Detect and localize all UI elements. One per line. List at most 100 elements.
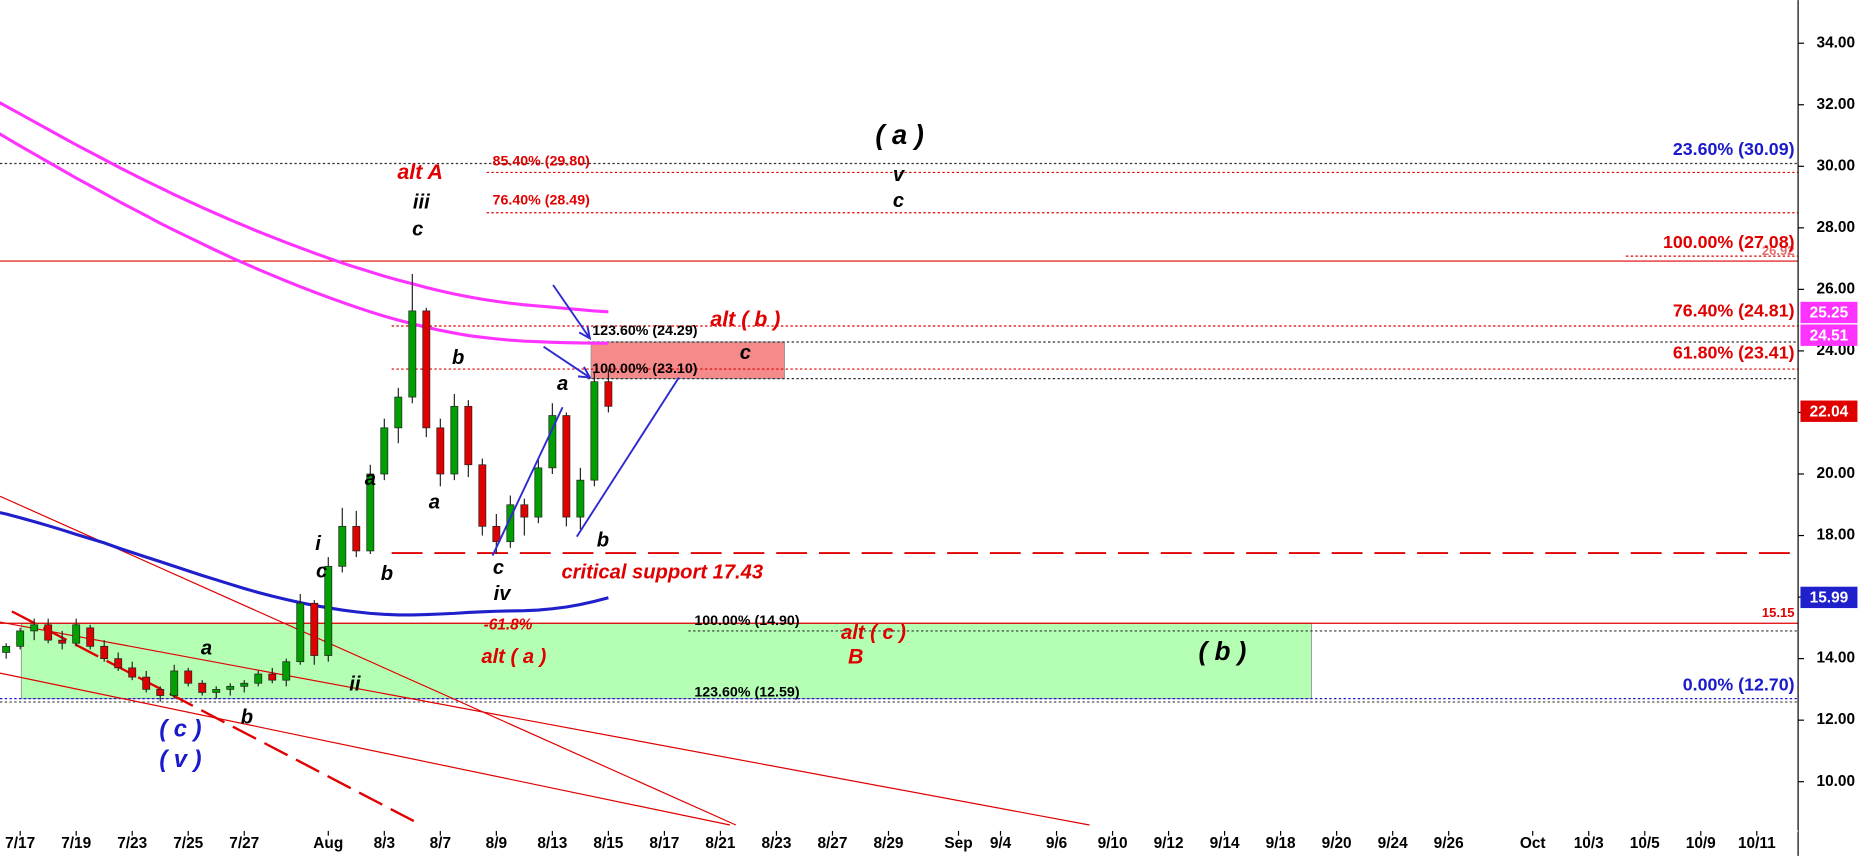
- y-tick-label: 10.00: [1817, 773, 1856, 790]
- x-tick-label: 10/5: [1630, 835, 1660, 852]
- x-tick-label: 7/27: [229, 835, 259, 852]
- arrow: [552, 284, 591, 339]
- y-tick-label: 32.00: [1817, 96, 1856, 113]
- x-tick-label: 10/11: [1738, 835, 1776, 852]
- wave-label: c: [893, 190, 904, 212]
- x-tick-label: 8/23: [761, 835, 791, 852]
- candle-body: [226, 685, 235, 690]
- candle-body: [58, 639, 67, 644]
- y-tick-label: 14.00: [1817, 650, 1856, 667]
- level-label: 76.40% (24.81): [1673, 300, 1795, 320]
- candle-body: [478, 464, 487, 527]
- candle-body: [282, 661, 291, 681]
- arrow-head: [578, 326, 592, 341]
- price-tag: [1800, 400, 1858, 422]
- wave-label: a: [365, 468, 376, 490]
- arrow: [543, 345, 591, 379]
- wave-label: a: [557, 373, 568, 395]
- wave-label: ii: [349, 673, 361, 695]
- candle-body: [198, 682, 207, 693]
- x-tick-label: 9/20: [1322, 835, 1352, 852]
- wave-label: ( c ): [159, 716, 201, 742]
- price-tag-label: 24.51: [1810, 327, 1849, 344]
- candle-body: [464, 405, 473, 466]
- wave-arrows: [491, 284, 680, 556]
- wave-line: [576, 377, 680, 538]
- candle-body: [338, 525, 347, 567]
- wave-label: c: [493, 557, 504, 579]
- price-tag: [1800, 301, 1858, 324]
- y-tick-label: 24.00: [1817, 342, 1856, 359]
- wave-label: ( b ): [1199, 636, 1247, 666]
- candle-body: [44, 624, 53, 641]
- x-tick-label: 7/23: [117, 835, 147, 852]
- level-label: 100.00% (14.90): [694, 613, 800, 629]
- zone: [590, 341, 785, 380]
- candle-body: [576, 479, 585, 518]
- wave-label: alt ( b ): [710, 307, 780, 331]
- trendline: [0, 672, 731, 826]
- price-tag-label: 15.99: [1810, 590, 1849, 607]
- wave-label: ( a ): [875, 119, 924, 150]
- x-tick-label: 8/27: [817, 835, 847, 852]
- trendline-dashed: [11, 610, 422, 827]
- price-tag: [1800, 324, 1858, 346]
- candle-body: [380, 427, 389, 475]
- x-tick-label: 9/14: [1210, 835, 1240, 852]
- trendlines: [0, 495, 1090, 827]
- wave-label: alt ( a ): [481, 646, 546, 668]
- trendline: [0, 621, 1090, 826]
- candle-body: [422, 310, 431, 429]
- candle-body: [366, 473, 375, 552]
- wave-label: i: [315, 533, 321, 555]
- wave-label: b: [241, 707, 253, 729]
- y-tick-label: 20.00: [1817, 465, 1856, 482]
- x-tick-label: 9/26: [1434, 835, 1464, 852]
- y-tick-label: 12.00: [1817, 711, 1856, 728]
- zone: [20, 622, 1312, 700]
- wave-label: alt ( c ): [841, 622, 906, 644]
- candle-body: [212, 689, 221, 693]
- x-tick-label: Oct: [1520, 835, 1546, 852]
- x-tick-label: 8/21: [705, 835, 735, 852]
- candle-body: [142, 676, 151, 690]
- levels: [0, 162, 1799, 703]
- moving-average: [0, 132, 609, 345]
- y-tick-label: 28.00: [1817, 219, 1856, 236]
- candle-body: [310, 602, 319, 656]
- x-tick-label: 9/24: [1378, 835, 1408, 852]
- candle-body: [394, 396, 403, 429]
- candle-body: [30, 624, 39, 632]
- candle-body: [590, 381, 599, 481]
- x-tick-label: 8/13: [537, 835, 567, 852]
- y-tick-label: 18.00: [1817, 527, 1856, 544]
- x-tick-label: 8/29: [873, 835, 903, 852]
- candle-body: [492, 525, 501, 543]
- wave-label: iv: [494, 583, 513, 605]
- candle-body: [184, 670, 193, 684]
- wave-label: alt A: [397, 160, 443, 184]
- candle-body: [2, 645, 11, 653]
- x-tick-label: 10/3: [1574, 835, 1604, 852]
- wave-label: c: [412, 219, 423, 241]
- candles: [2, 273, 613, 702]
- candle-body: [72, 624, 81, 644]
- candle-body: [562, 415, 571, 518]
- wave-label: v: [893, 164, 906, 186]
- x-tick-label: 10/9: [1686, 835, 1716, 852]
- level-label: 100.00% (27.08): [1663, 232, 1795, 252]
- level-label: 123.60% (12.59): [694, 684, 800, 700]
- candle-body: [534, 467, 543, 518]
- y-tick-label: 34.00: [1817, 34, 1856, 51]
- candle-body: [240, 682, 249, 687]
- wave-label: c: [740, 342, 751, 364]
- x-tick-label: 9/6: [1046, 835, 1068, 852]
- wave-label: b: [452, 347, 464, 369]
- wave-label: b: [381, 563, 393, 585]
- trendline: [0, 495, 737, 826]
- level-label: 85.40% (29.80): [493, 154, 591, 170]
- candle-body: [16, 630, 25, 647]
- level-label: 26.92: [1762, 243, 1795, 258]
